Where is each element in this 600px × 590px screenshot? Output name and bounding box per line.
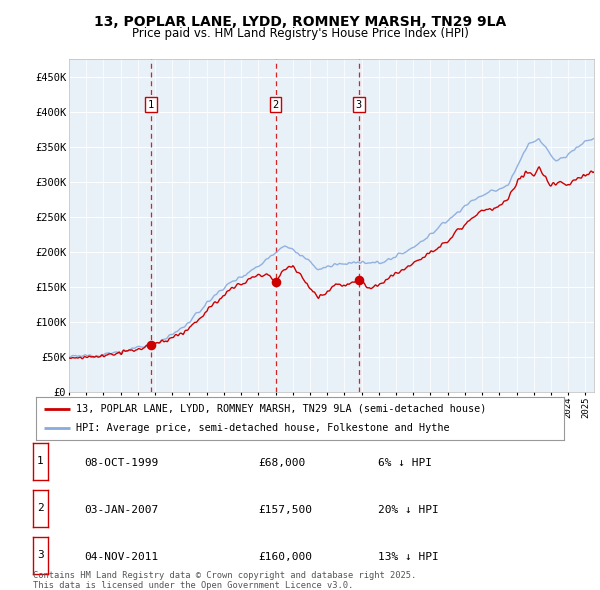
Text: £68,000: £68,000 xyxy=(258,458,305,467)
Text: 2: 2 xyxy=(272,100,279,110)
Text: 08-OCT-1999: 08-OCT-1999 xyxy=(84,458,158,467)
Text: 13, POPLAR LANE, LYDD, ROMNEY MARSH, TN29 9LA (semi-detached house): 13, POPLAR LANE, LYDD, ROMNEY MARSH, TN2… xyxy=(76,404,486,414)
Text: £157,500: £157,500 xyxy=(258,505,312,514)
Text: 13, POPLAR LANE, LYDD, ROMNEY MARSH, TN29 9LA: 13, POPLAR LANE, LYDD, ROMNEY MARSH, TN2… xyxy=(94,15,506,30)
Text: 04-NOV-2011: 04-NOV-2011 xyxy=(84,552,158,562)
Text: 2: 2 xyxy=(37,503,44,513)
Text: HPI: Average price, semi-detached house, Folkestone and Hythe: HPI: Average price, semi-detached house,… xyxy=(76,423,449,433)
Text: 20% ↓ HPI: 20% ↓ HPI xyxy=(378,505,439,514)
Point xyxy=(271,277,281,287)
Text: 1: 1 xyxy=(148,100,154,110)
Text: 6% ↓ HPI: 6% ↓ HPI xyxy=(378,458,432,467)
Text: 3: 3 xyxy=(356,100,362,110)
Text: 1: 1 xyxy=(37,456,44,466)
Text: 3: 3 xyxy=(37,550,44,560)
Text: £160,000: £160,000 xyxy=(258,552,312,562)
Point xyxy=(146,340,156,349)
Text: Price paid vs. HM Land Registry's House Price Index (HPI): Price paid vs. HM Land Registry's House … xyxy=(131,27,469,40)
Text: 13% ↓ HPI: 13% ↓ HPI xyxy=(378,552,439,562)
Text: Contains HM Land Registry data © Crown copyright and database right 2025.
This d: Contains HM Land Registry data © Crown c… xyxy=(33,571,416,590)
Text: 03-JAN-2007: 03-JAN-2007 xyxy=(84,505,158,514)
Point xyxy=(354,276,364,285)
